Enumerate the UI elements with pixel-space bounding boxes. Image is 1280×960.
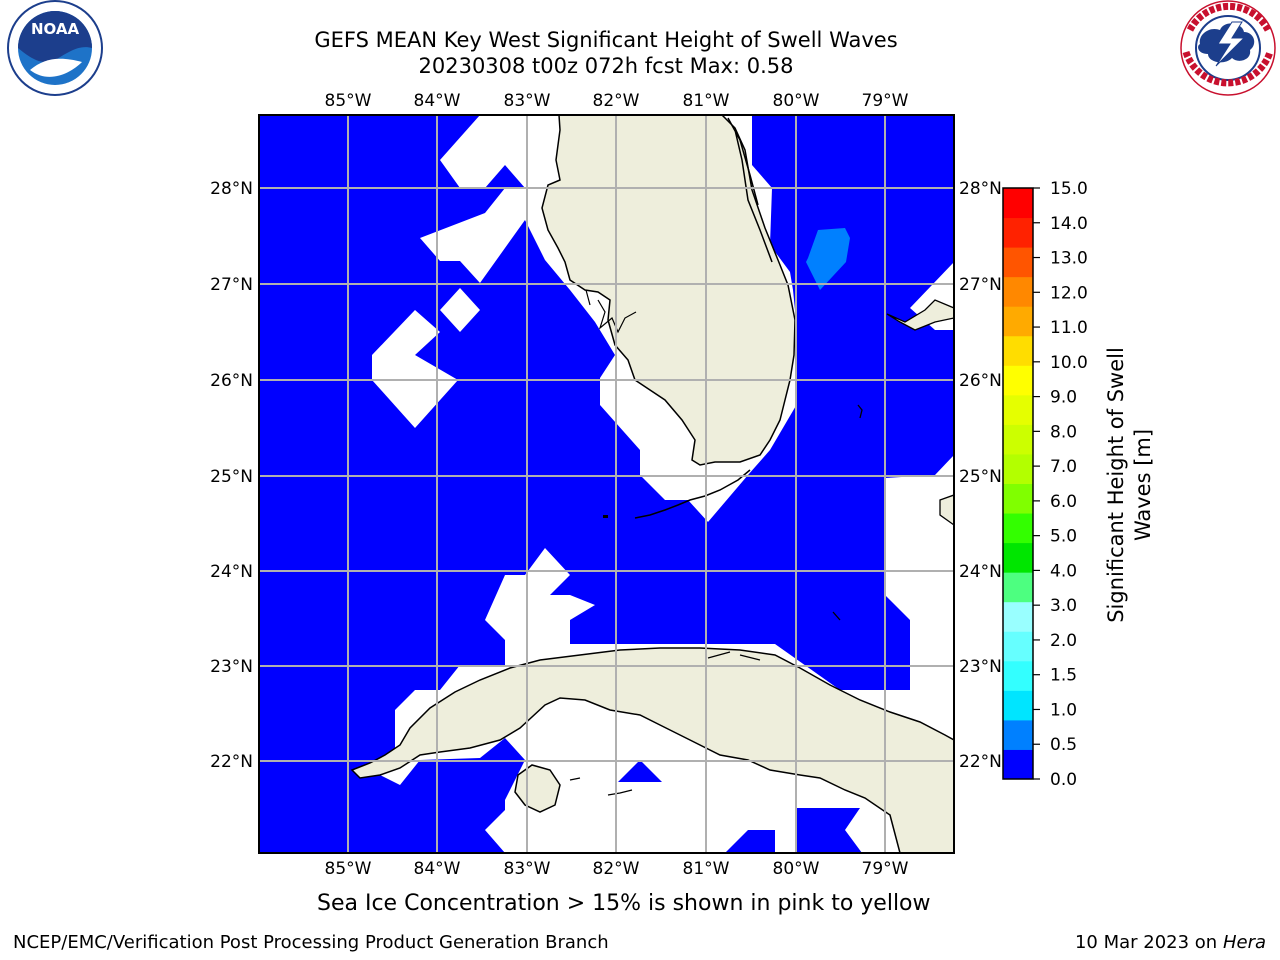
footer-date: 10 Mar 2023 on Hera [1075,932,1266,953]
colorbar-segment [1003,690,1033,721]
colorbar-tick-label: 1.0 [1050,700,1077,720]
lat-label: 22°N [959,752,1002,772]
colorbar-segment [1003,335,1033,366]
colorbar-segment [1003,217,1033,248]
colorbar-segment [1003,749,1033,780]
colorbar-tick-label: 2.0 [1050,631,1077,651]
graticule [259,115,954,853]
colorbar-tick-label: 6.0 [1050,492,1077,512]
colorbar-tick-label: 14.0 [1050,214,1088,234]
lon-label: 81°W [683,91,730,111]
colorbar-tick-label: 11.0 [1050,318,1088,338]
colorbar-label: Significant Height of Swell Waves [m] [1104,347,1155,623]
footer-date-text: 10 Mar 2023 on [1074,932,1218,953]
lon-label: 79°W [862,91,909,111]
map-title-line1: GEFS MEAN Key West Significant Height of… [314,28,898,52]
colorbar-segment [1003,306,1033,337]
lat-labels-left: 28°N 27°N 26°N 25°N 24°N 23°N 22°N [210,179,253,772]
lat-label: 23°N [959,657,1002,677]
noaa-logo-text: NOAA [31,20,80,38]
lat-label: 27°N [959,275,1002,295]
lat-label: 22°N [210,752,253,772]
colorbar-segment [1003,483,1033,514]
colorbar-segment [1003,660,1033,691]
footer-branch: NCEP/EMC/Verification Post Processing Pr… [13,932,609,953]
lon-label: 85°W [325,859,372,879]
colorbar-tick-label: 0.0 [1050,770,1077,790]
colorbar-tick-label: 4.0 [1050,561,1077,581]
colorbar-segment [1003,247,1033,278]
colorbar-segment [1003,365,1033,396]
colorbar-segment [1003,453,1033,484]
footer-host: Hera [1222,932,1266,953]
lon-label: 84°W [414,859,461,879]
cuba-land [350,647,954,853]
lat-label: 28°N [210,179,253,199]
sea-ice-note: Sea Ice Concentration > 15% is shown in … [317,891,931,916]
colorbar-tick-label: 9.0 [1050,388,1077,408]
colorbar-label-line1: Significant Height of Swell [1104,347,1128,623]
lat-label: 26°N [210,371,253,391]
colorbar-segment [1003,394,1033,425]
colorbar-label-line2: Waves [m] [1131,429,1155,541]
colorbar-tick-label: 12.0 [1050,283,1088,303]
colorbar-frame [1002,187,1034,780]
lon-label: 83°W [504,859,551,879]
colorbar-segment [1003,542,1033,573]
colorbar-segment [1003,601,1033,632]
lat-label: 26°N [959,371,1002,391]
colorbar-tick-label: 3.0 [1050,596,1077,616]
colorbar-segment [1003,513,1033,544]
colorbar-segment [1003,631,1033,662]
colorbar-segment [1003,188,1033,219]
lat-label: 24°N [210,562,253,582]
colorbar-segment [1003,276,1033,307]
florida-land [541,115,796,466]
colorbar-tick-label: 8.0 [1050,422,1077,442]
lat-label: 28°N [959,179,1002,199]
lat-labels-right: 28°N 27°N 26°N 25°N 24°N 23°N 22°N [959,179,1002,772]
lat-label: 24°N [959,562,1002,582]
colorbar-tick-label: 5.0 [1050,527,1077,547]
colorbar-segment [1003,719,1033,750]
map-title-line2: 20230308 t00z 072h fcst Max: 0.58 [418,54,794,78]
lon-labels-bottom: 85°W 84°W 83°W 82°W 81°W 80°W 79°W [325,859,909,879]
lon-label: 85°W [325,91,372,111]
lat-label: 25°N [210,467,253,487]
colorbar-tick-label: 13.0 [1050,249,1088,269]
colorbar-tick-label: 0.5 [1050,735,1077,755]
colorbar-tick-label: 15.0 [1050,179,1088,199]
lon-label: 80°W [773,91,820,111]
lon-label: 82°W [593,91,640,111]
lon-label: 81°W [683,859,730,879]
colorbar [1003,188,1033,780]
nws-logo-icon [1180,0,1276,96]
colorbar-segment [1003,424,1033,455]
lon-label: 80°W [773,859,820,879]
colorbar-tick-label: 7.0 [1050,457,1077,477]
lon-label: 84°W [414,91,461,111]
colorbar-tick-label: 10.0 [1050,353,1088,373]
lat-label: 23°N [210,657,253,677]
lon-labels-top: 85°W 84°W 83°W 82°W 81°W 80°W 79°W [325,91,909,111]
swell-field-0-0.5 [259,115,954,853]
colorbar-tick-label: 1.5 [1050,666,1077,686]
lat-label: 25°N [959,467,1002,487]
lon-label: 79°W [862,859,909,879]
colorbar-segment [1003,572,1033,603]
map-plot-area [259,115,954,853]
map-frame [258,114,955,854]
lat-label: 27°N [210,275,253,295]
noaa-logo-icon: NOAA [7,0,103,96]
colorbar-ticks: 0.0 0.5 1.0 1.5 2.0 3.0 4.0 5.0 6.0 7.0 8.0 9.0 10.0… [1033,179,1088,790]
lon-label: 82°W [593,859,640,879]
swell-field-0.5-1.0 [806,228,850,290]
lon-label: 83°W [504,91,551,111]
